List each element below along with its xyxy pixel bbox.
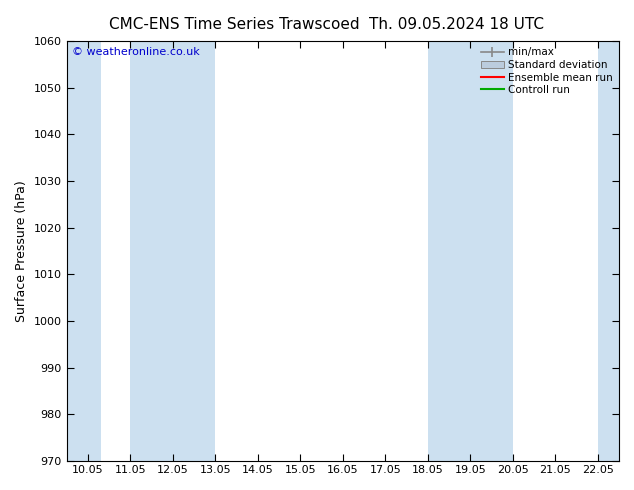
Legend: min/max, Standard deviation, Ensemble mean run, Controll run: min/max, Standard deviation, Ensemble me… xyxy=(478,44,616,98)
Bar xyxy=(598,41,619,461)
Bar xyxy=(130,41,216,461)
Y-axis label: Surface Pressure (hPa): Surface Pressure (hPa) xyxy=(15,180,28,322)
Text: CMC-ENS Time Series Trawscoed: CMC-ENS Time Series Trawscoed xyxy=(109,17,360,32)
Bar xyxy=(67,41,101,461)
Bar xyxy=(428,41,513,461)
Text: © weatheronline.co.uk: © weatheronline.co.uk xyxy=(72,48,200,57)
Text: Th. 09.05.2024 18 UTC: Th. 09.05.2024 18 UTC xyxy=(369,17,544,32)
